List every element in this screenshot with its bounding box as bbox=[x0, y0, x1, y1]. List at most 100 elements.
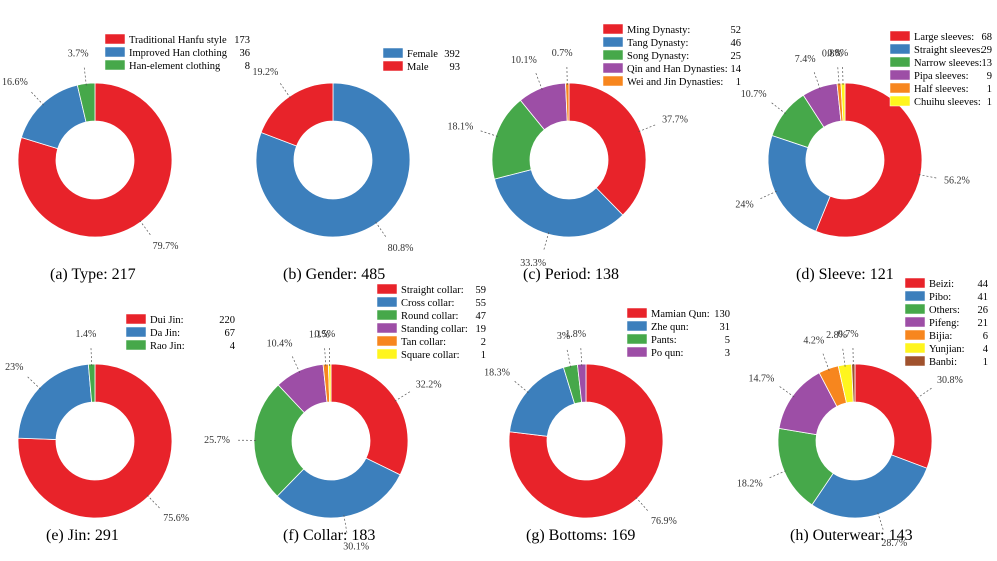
legend-label: Pants: bbox=[651, 335, 677, 346]
legend-label: Dui Jin: bbox=[150, 315, 184, 326]
legend-swatch bbox=[104, 59, 126, 71]
leader-line bbox=[777, 385, 795, 398]
percent-label: 30.8% bbox=[937, 375, 963, 386]
legend-swatch bbox=[125, 326, 147, 338]
leader-line bbox=[278, 81, 291, 99]
leader-line bbox=[580, 346, 583, 367]
legend-swatch bbox=[626, 307, 648, 319]
legend-label: Qin and Han Dynasties: bbox=[627, 64, 728, 75]
slice-han-element-clothing bbox=[76, 82, 96, 123]
legend-swatch bbox=[889, 30, 911, 42]
legend-swatch bbox=[382, 47, 404, 59]
legend-value: 14 bbox=[731, 64, 742, 75]
leader-line bbox=[25, 375, 41, 390]
slice-square-collar bbox=[327, 363, 332, 403]
legend-value: 25 bbox=[731, 51, 742, 62]
legend-swatch bbox=[376, 348, 398, 360]
legend-swatch bbox=[626, 346, 648, 358]
slice-straight-collar bbox=[330, 363, 409, 476]
legend-bottoms: Mamian Qun: 130 Zhe qun: 31 Pants: 5 Po qun: 3 bbox=[626, 307, 731, 359]
legend-swatch bbox=[602, 23, 624, 35]
legend-jin: Dui Jin: 220 Da Jin: 67 Rao Jin: 4 bbox=[125, 313, 236, 352]
percent-label: 1.1% bbox=[309, 329, 330, 340]
leader-line bbox=[758, 190, 777, 200]
leader-line bbox=[139, 220, 152, 237]
legend-swatch bbox=[602, 49, 624, 61]
percent-label: 1.4% bbox=[76, 329, 97, 340]
legend-label: Narrow sleeves: bbox=[914, 58, 982, 69]
legend-swatch bbox=[602, 36, 624, 48]
legend-label: Wei and Jin Dynasties: bbox=[627, 77, 723, 88]
legend-value: 3 bbox=[725, 348, 730, 359]
leader-line bbox=[918, 174, 939, 179]
slice-zhe-qun bbox=[509, 366, 576, 437]
percent-label: 37.7% bbox=[662, 115, 688, 126]
legend-value: 67 bbox=[225, 328, 236, 339]
legend-swatch bbox=[602, 75, 624, 87]
legend-label: Half sleeves: bbox=[914, 84, 969, 95]
legend-label: Tan collar: bbox=[401, 337, 446, 348]
percent-label: 25.7% bbox=[204, 435, 230, 446]
percent-label: 28.7% bbox=[881, 538, 907, 549]
slice-po-qun bbox=[576, 363, 587, 403]
legend-value: 31 bbox=[720, 322, 731, 333]
leader-line bbox=[375, 221, 388, 239]
legend-value: 8 bbox=[245, 61, 250, 72]
legend-swatch bbox=[626, 320, 648, 332]
legend-swatch bbox=[382, 60, 404, 72]
legend-label: Improved Han clothing bbox=[129, 48, 228, 59]
percent-label: 24% bbox=[735, 199, 753, 210]
legend-label: Po qun: bbox=[651, 348, 683, 359]
leader-line bbox=[90, 346, 93, 367]
legend-value: 93 bbox=[450, 62, 461, 73]
legend-label: Banbi: bbox=[929, 357, 957, 368]
legend-value: 68 bbox=[982, 32, 993, 43]
legend-value: 220 bbox=[219, 315, 235, 326]
legend-value: 1 bbox=[987, 97, 992, 108]
legend-swatch bbox=[904, 290, 926, 302]
chart-caption: (a) Type: 217 bbox=[50, 266, 136, 283]
legend-swatch bbox=[889, 95, 911, 107]
percent-label: 2.8% bbox=[826, 330, 847, 341]
legend-label: Mamian Qun: bbox=[651, 309, 710, 320]
legend-swatch bbox=[376, 335, 398, 347]
slice-straight-sleeves bbox=[767, 134, 831, 232]
leader-line bbox=[394, 390, 412, 402]
legend-label: Cross collar: bbox=[401, 298, 454, 309]
legend-sleeve: Large sleeves: 68 Straight sleeves:29Narro… bbox=[889, 30, 993, 108]
legend-value: 36 bbox=[240, 48, 251, 59]
slice-beizi bbox=[854, 363, 933, 469]
legend-label: Zhe qun: bbox=[651, 322, 689, 333]
leader-line bbox=[343, 514, 348, 535]
legend-swatch bbox=[125, 339, 147, 351]
chart-caption: (c) Period: 138 bbox=[523, 266, 619, 283]
legend-label: Pifeng: bbox=[929, 318, 959, 329]
percent-label: 80.8% bbox=[388, 243, 414, 254]
leader-line bbox=[324, 346, 327, 367]
legend-value: 47 bbox=[476, 311, 487, 322]
percent-label: 32.2% bbox=[416, 379, 442, 390]
legend-label: Rao Jin: bbox=[150, 341, 185, 352]
legend-label: Square collar: bbox=[401, 350, 460, 361]
legend-label: Bijia: bbox=[929, 331, 952, 342]
legend-value: 46 bbox=[731, 38, 742, 49]
slice-pibo bbox=[811, 454, 928, 519]
legend-value: 9 bbox=[987, 71, 992, 82]
slice-ming-dynasty bbox=[568, 82, 647, 216]
leader-line bbox=[29, 90, 44, 106]
legend-label: Female bbox=[407, 49, 438, 60]
percent-label: 3.7% bbox=[68, 49, 89, 60]
leader-line bbox=[534, 71, 543, 91]
percent-label: 56.2% bbox=[944, 176, 970, 187]
legend-label: Male bbox=[407, 62, 429, 73]
legend-value: 1 bbox=[481, 350, 486, 361]
legend-collar: Straight collar: 59 Cross collar: 55 Round c… bbox=[376, 283, 487, 361]
legend-value: 6 bbox=[983, 331, 988, 342]
legend-label: Beizi: bbox=[929, 279, 954, 290]
legend-swatch bbox=[889, 82, 911, 94]
legend-label: Traditional Hanfu style bbox=[129, 35, 227, 46]
percent-label: 18.1% bbox=[448, 121, 474, 132]
legend-swatch bbox=[376, 296, 398, 308]
slice-rao-jin bbox=[87, 363, 96, 403]
